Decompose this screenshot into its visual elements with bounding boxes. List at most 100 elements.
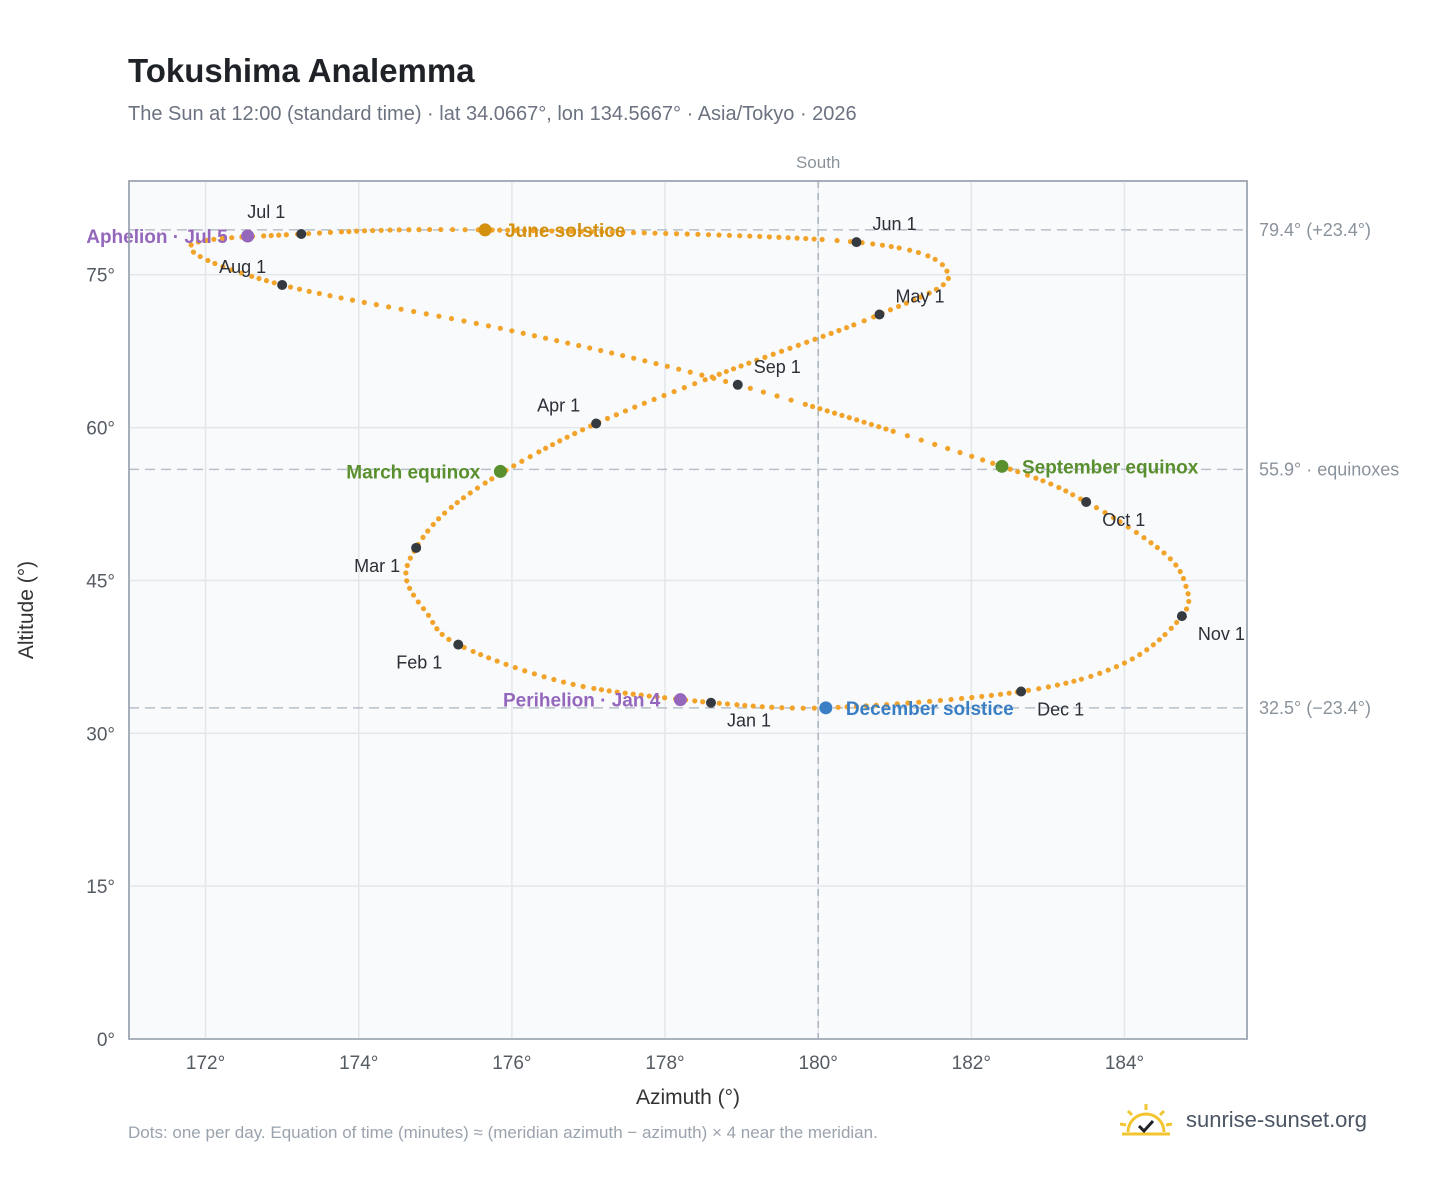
- curve-dot: [631, 355, 637, 361]
- curve-dot: [622, 690, 628, 696]
- curve-dot: [770, 351, 776, 357]
- curve-dot: [614, 689, 620, 695]
- curve-dot: [1024, 472, 1031, 478]
- curve-dot: [543, 445, 549, 451]
- x-axis-title: Azimuth (°): [636, 1086, 740, 1109]
- curve-dot: [430, 521, 436, 528]
- curve-dot: [558, 228, 565, 234]
- curve-dot: [268, 232, 274, 239]
- curve-dot: [884, 701, 890, 708]
- curve-dot: [641, 230, 647, 236]
- curve-dot: [620, 229, 626, 236]
- curve-dot: [591, 685, 597, 692]
- event-marker-label: Perihelion · Jan 4: [503, 691, 661, 712]
- curve-dot: [576, 342, 582, 349]
- curve-dot: [430, 619, 436, 626]
- curve-dot: [263, 278, 270, 284]
- curve-dot: [988, 692, 994, 698]
- curve-dot: [979, 693, 985, 700]
- curve-dot: [1078, 676, 1085, 682]
- month-marker: [296, 228, 307, 239]
- curve-dot: [549, 228, 555, 234]
- month-marker-label: Feb 1: [396, 653, 442, 673]
- curve-dot: [870, 241, 876, 247]
- curve-dot: [578, 228, 584, 235]
- curve-dot: [940, 282, 946, 288]
- month-marker-label: Nov 1: [1198, 624, 1245, 644]
- curve-dot: [579, 427, 586, 433]
- curve-dot: [692, 381, 698, 387]
- y-tick-label: 15°: [86, 877, 115, 898]
- curve-dot: [883, 426, 889, 432]
- curve-dot: [554, 338, 560, 344]
- curve-dot: [497, 325, 503, 331]
- month-marker: [874, 309, 885, 320]
- curve-dot: [834, 237, 840, 244]
- curve-dot: [888, 243, 894, 250]
- x-tick-label: 172°: [186, 1053, 225, 1074]
- curve-dot: [436, 516, 442, 522]
- curve-dot: [809, 403, 816, 410]
- curve-dot: [812, 336, 818, 342]
- curve-dot: [539, 228, 546, 234]
- curve-dot: [811, 705, 817, 711]
- curve-dot: [695, 231, 701, 237]
- curve-dot: [1125, 524, 1131, 530]
- curve-dot: [1071, 678, 1077, 684]
- month-marker: [705, 697, 716, 708]
- curve-dot: [1141, 535, 1147, 541]
- curve-dot: [219, 235, 225, 242]
- month-marker: [732, 379, 743, 390]
- curve-dot: [1102, 509, 1108, 516]
- curve-dot: [779, 705, 785, 711]
- month-marker: [277, 279, 288, 290]
- brand-name: sunrise-sunset.org: [1186, 1107, 1367, 1132]
- curve-dot: [1177, 568, 1183, 575]
- curve-dot: [572, 430, 578, 437]
- brand[interactable]: sunrise-sunset.org: [1118, 1102, 1367, 1138]
- curve-dot: [531, 671, 537, 677]
- curve-dot: [1121, 660, 1128, 666]
- curve-dot: [664, 363, 670, 369]
- curve-dot: [338, 295, 344, 301]
- curve-dot: [1174, 619, 1180, 626]
- curve-dot: [687, 369, 693, 375]
- curve-dot: [513, 227, 519, 233]
- curve-dot: [1113, 664, 1120, 670]
- curve-dot: [460, 495, 467, 501]
- curve-dot: [485, 323, 492, 329]
- footnote: Dots: one per day. Equation of time (min…: [128, 1123, 878, 1142]
- curve-dot: [876, 424, 882, 430]
- reference-line-label: 79.4° (+23.4°): [1259, 220, 1371, 240]
- curve-dot: [794, 235, 800, 241]
- curve-dot: [1007, 466, 1013, 472]
- y-axis-title: Altitude (°): [15, 561, 38, 659]
- curve-dot: [873, 702, 879, 708]
- curve-dot: [386, 304, 392, 310]
- event-marker: [995, 459, 1009, 473]
- curve-dot: [861, 419, 867, 425]
- x-tick-label: 178°: [645, 1053, 684, 1074]
- month-marker: [411, 542, 422, 553]
- curve-dot: [211, 236, 217, 242]
- curve-dot: [411, 308, 417, 315]
- curve-dot: [1150, 642, 1156, 648]
- curve-dot: [811, 236, 817, 242]
- curve-dot: [969, 453, 975, 459]
- curve-dot: [503, 661, 509, 667]
- month-marker-label: Jan 1: [727, 711, 771, 731]
- curve-dot: [306, 288, 312, 294]
- curve-dot: [933, 286, 940, 292]
- month-marker-label: May 1: [895, 286, 944, 306]
- curve-dot: [276, 232, 282, 238]
- curve-dot: [1045, 684, 1051, 690]
- curve-dot: [861, 318, 867, 324]
- curve-dot: [762, 354, 768, 360]
- curve-dot: [195, 239, 201, 245]
- curve-dot: [957, 449, 963, 456]
- curve-dot: [1036, 686, 1042, 692]
- curve-dot: [1173, 562, 1179, 568]
- curve-dot: [638, 692, 644, 698]
- curve-dot: [788, 397, 794, 403]
- curve-dot: [361, 299, 367, 305]
